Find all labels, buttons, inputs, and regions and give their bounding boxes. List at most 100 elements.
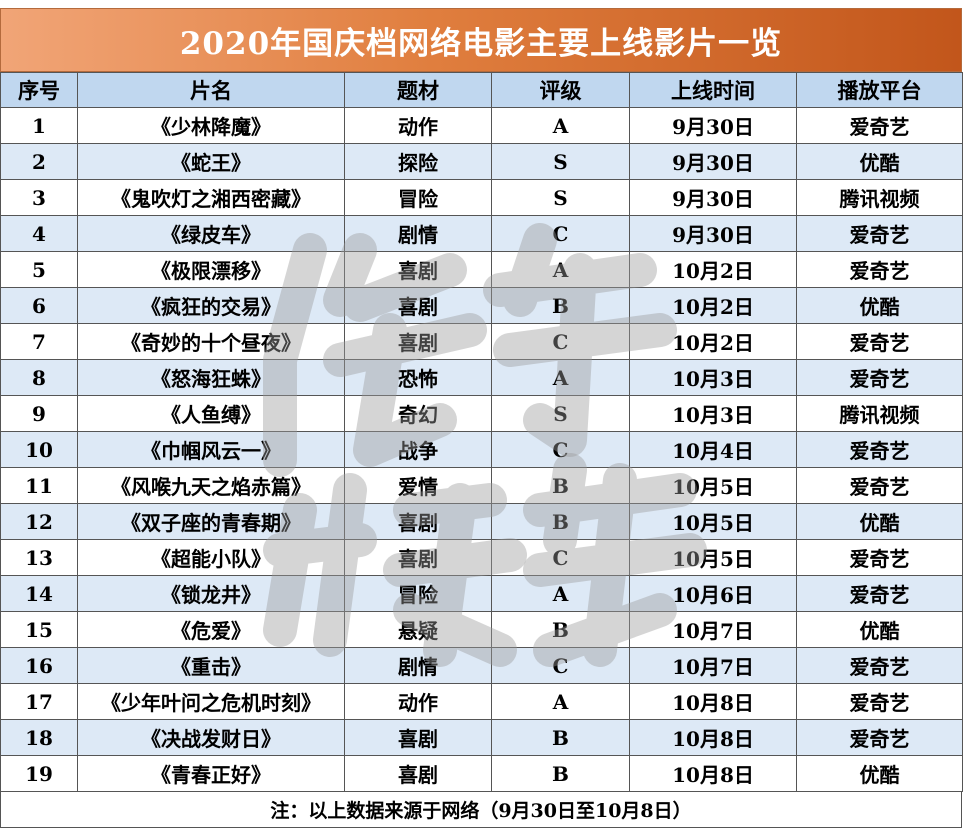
cell-date[interactable]: 9月30日: [629, 215, 797, 252]
cell-title[interactable]: 《蛇王》: [77, 143, 345, 180]
cell-genre[interactable]: 剧情: [344, 215, 492, 252]
cell-genre[interactable]: 冒险: [344, 179, 492, 216]
cell-platform[interactable]: 爱奇艺: [796, 719, 963, 756]
cell-rating[interactable]: B: [491, 719, 630, 756]
cell-rating[interactable]: B: [491, 503, 630, 540]
cell-platform[interactable]: 优酷: [796, 287, 963, 324]
cell-genre[interactable]: 喜剧: [344, 323, 492, 360]
cell-title[interactable]: 《危爱》: [77, 611, 345, 648]
cell-platform[interactable]: 爱奇艺: [796, 539, 963, 576]
cell-platform[interactable]: 爱奇艺: [796, 359, 963, 396]
cell-date[interactable]: 10月4日: [629, 431, 797, 468]
cell-rating[interactable]: S: [491, 395, 630, 432]
cell-rating[interactable]: C: [491, 215, 630, 252]
cell-platform[interactable]: 优酷: [796, 755, 963, 792]
cell-platform[interactable]: 爱奇艺: [796, 251, 963, 288]
cell-genre[interactable]: 喜剧: [344, 719, 492, 756]
cell-date[interactable]: 10月3日: [629, 395, 797, 432]
cell-index[interactable]: 17: [0, 683, 78, 720]
cell-genre[interactable]: 奇幻: [344, 395, 492, 432]
cell-index[interactable]: 13: [0, 539, 78, 576]
cell-platform[interactable]: 爱奇艺: [796, 575, 963, 612]
cell-date[interactable]: 10月7日: [629, 611, 797, 648]
cell-date[interactable]: 10月8日: [629, 683, 797, 720]
cell-index[interactable]: 4: [0, 215, 78, 252]
cell-platform[interactable]: 优酷: [796, 143, 963, 180]
cell-date[interactable]: 10月8日: [629, 755, 797, 792]
cell-title[interactable]: 《重击》: [77, 647, 345, 684]
cell-title[interactable]: 《鬼吹灯之湘西密藏》: [77, 179, 345, 216]
cell-rating[interactable]: S: [491, 179, 630, 216]
cell-platform[interactable]: 腾讯视频: [796, 179, 963, 216]
cell-platform[interactable]: 爱奇艺: [796, 683, 963, 720]
cell-title[interactable]: 《超能小队》: [77, 539, 345, 576]
cell-date[interactable]: 10月5日: [629, 539, 797, 576]
cell-genre[interactable]: 冒险: [344, 575, 492, 612]
cell-genre[interactable]: 战争: [344, 431, 492, 468]
cell-genre[interactable]: 喜剧: [344, 755, 492, 792]
cell-date[interactable]: 10月6日: [629, 575, 797, 612]
cell-rating[interactable]: B: [491, 755, 630, 792]
cell-date[interactable]: 9月30日: [629, 179, 797, 216]
cell-index[interactable]: 19: [0, 755, 78, 792]
cell-date[interactable]: 10月8日: [629, 719, 797, 756]
cell-index[interactable]: 2: [0, 143, 78, 180]
cell-index[interactable]: 16: [0, 647, 78, 684]
cell-title[interactable]: 《青春正好》: [77, 755, 345, 792]
cell-genre[interactable]: 喜剧: [344, 251, 492, 288]
cell-index[interactable]: 11: [0, 467, 78, 504]
cell-platform[interactable]: 爱奇艺: [796, 431, 963, 468]
cell-genre[interactable]: 探险: [344, 143, 492, 180]
cell-rating[interactable]: A: [491, 359, 630, 396]
cell-index[interactable]: 14: [0, 575, 78, 612]
cell-index[interactable]: 8: [0, 359, 78, 396]
cell-title[interactable]: 《双子座的青春期》: [77, 503, 345, 540]
cell-rating[interactable]: C: [491, 647, 630, 684]
cell-genre[interactable]: 剧情: [344, 647, 492, 684]
cell-title[interactable]: 《少年叶问之危机时刻》: [77, 683, 345, 720]
cell-platform[interactable]: 优酷: [796, 503, 963, 540]
cell-platform[interactable]: 爱奇艺: [796, 215, 963, 252]
cell-rating[interactable]: C: [491, 431, 630, 468]
cell-title[interactable]: 《极限漂移》: [77, 251, 345, 288]
cell-date[interactable]: 10月3日: [629, 359, 797, 396]
cell-rating[interactable]: B: [491, 611, 630, 648]
cell-index[interactable]: 3: [0, 179, 78, 216]
cell-title[interactable]: 《决战发财日》: [77, 719, 345, 756]
cell-date[interactable]: 10月7日: [629, 647, 797, 684]
cell-title[interactable]: 《疯狂的交易》: [77, 287, 345, 324]
cell-genre[interactable]: 动作: [344, 683, 492, 720]
cell-index[interactable]: 12: [0, 503, 78, 540]
cell-title[interactable]: 《奇妙的十个昼夜》: [77, 323, 345, 360]
cell-platform[interactable]: 爱奇艺: [796, 107, 963, 144]
cell-rating[interactable]: A: [491, 251, 630, 288]
cell-title[interactable]: 《风喉九天之焰赤篇》: [77, 467, 345, 504]
cell-index[interactable]: 18: [0, 719, 78, 756]
cell-platform[interactable]: 优酷: [796, 611, 963, 648]
cell-title[interactable]: 《巾帼风云一》: [77, 431, 345, 468]
cell-genre[interactable]: 喜剧: [344, 503, 492, 540]
cell-index[interactable]: 10: [0, 431, 78, 468]
cell-rating[interactable]: C: [491, 539, 630, 576]
cell-rating[interactable]: S: [491, 143, 630, 180]
cell-date[interactable]: 9月30日: [629, 107, 797, 144]
cell-date[interactable]: 10月5日: [629, 467, 797, 504]
cell-rating[interactable]: B: [491, 287, 630, 324]
cell-title[interactable]: 《人鱼缚》: [77, 395, 345, 432]
cell-index[interactable]: 7: [0, 323, 78, 360]
cell-rating[interactable]: A: [491, 683, 630, 720]
cell-rating[interactable]: A: [491, 107, 630, 144]
cell-platform[interactable]: 爱奇艺: [796, 647, 963, 684]
cell-index[interactable]: 9: [0, 395, 78, 432]
cell-genre[interactable]: 动作: [344, 107, 492, 144]
cell-rating[interactable]: C: [491, 323, 630, 360]
cell-index[interactable]: 6: [0, 287, 78, 324]
cell-date[interactable]: 10月5日: [629, 503, 797, 540]
cell-date[interactable]: 10月2日: [629, 287, 797, 324]
cell-index[interactable]: 15: [0, 611, 78, 648]
cell-genre[interactable]: 喜剧: [344, 539, 492, 576]
cell-index[interactable]: 1: [0, 107, 78, 144]
cell-date[interactable]: 9月30日: [629, 143, 797, 180]
cell-date[interactable]: 10月2日: [629, 251, 797, 288]
cell-title[interactable]: 《少林降魔》: [77, 107, 345, 144]
